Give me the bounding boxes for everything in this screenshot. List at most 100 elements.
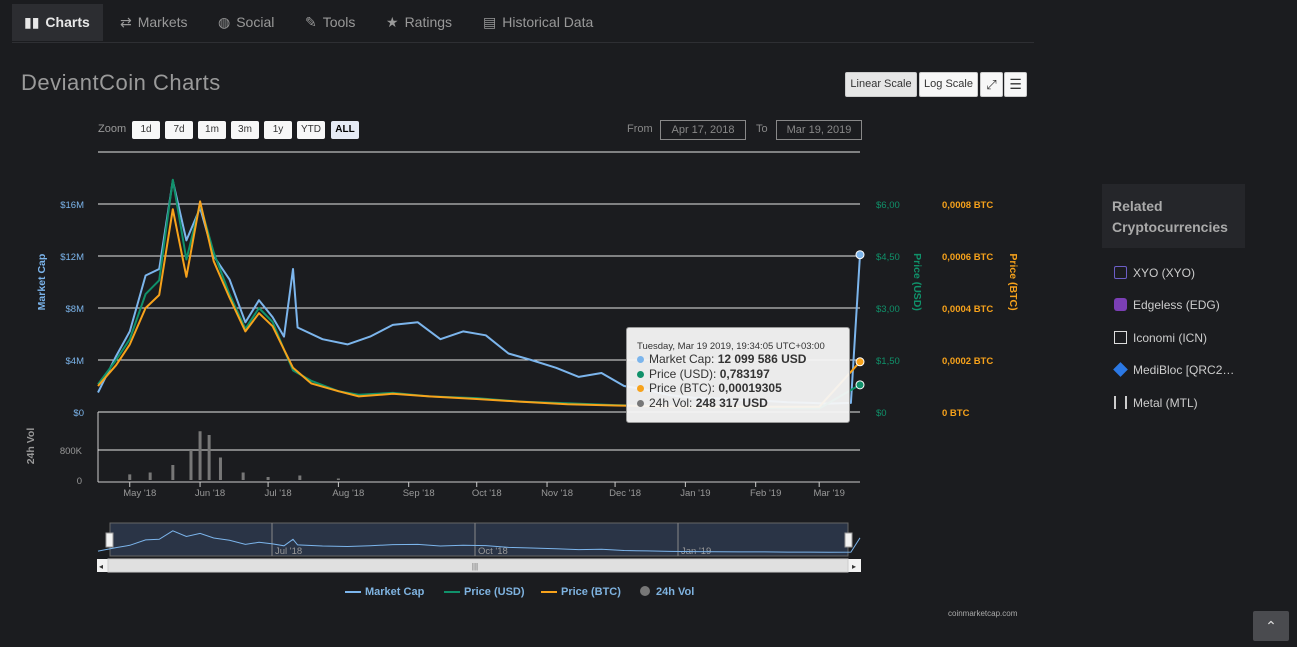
fullscreen-icon[interactable]: ⤢ [980,72,1003,97]
market-cap-tick-label: $16M [60,200,84,211]
price-btc-axis-title: Price (BTC) [1007,253,1019,310]
related-item-edgeless[interactable]: Edgeless (EDG) [1114,298,1220,312]
market-cap-tick-label: $0 [73,408,84,419]
linear-scale-button[interactable]: Linear Scale [845,72,917,97]
price-btc-tick-label: 0,0002 BTC [942,356,993,367]
dot-swatch-icon [640,586,650,596]
market-cap-dot-icon [637,356,644,363]
price-btc-dot-icon [637,385,644,392]
zoom-label: Zoom [98,123,127,135]
x-tick-label: Mar '19 [813,488,844,499]
related-item-medibloc[interactable]: MediBloc [QRC2… [1113,362,1234,377]
exchange-arrows-icon: ⇄ [120,14,132,30]
price-usd-tick-label: $3,00 [876,304,900,315]
series-line-price-btc- [97,200,861,408]
series-last-point [855,357,865,367]
tab-historical-data[interactable]: ▤ Historical Data [471,4,605,41]
price-usd-dot-icon [637,370,644,378]
tooltip-row-price-btc: Price (BTC): 0,00019305 [637,381,849,396]
wrench-icon: ✎ [305,14,317,30]
range-from-label: From [627,123,653,135]
x-tick-label: Jun '18 [195,488,225,499]
navigator-label: Oct '18 [478,546,508,557]
volume-bar [198,431,202,480]
x-tick-label: Nov '18 [541,488,573,499]
volume-bar [298,475,302,480]
x-tick-label: Dec '18 [609,488,641,499]
log-scale-button[interactable]: Log Scale [919,72,978,97]
x-tick-label: Jan '19 [680,488,710,499]
volume-tick-label: 800K [60,446,83,457]
line-swatch-icon [444,591,460,594]
tab-tools[interactable]: ✎ Tools [293,4,367,41]
xyo-coin-icon [1114,266,1127,279]
chart-credit-link[interactable]: coinmarketcap.com [948,609,1018,618]
related-item-iconomi[interactable]: Iconomi (ICN) [1114,331,1207,345]
price-btc-tick-label: 0,0004 BTC [942,304,993,315]
tooltip-row-price-usd: Price (USD): 0,783197 [637,367,849,382]
navigator-series-line [97,530,861,553]
scroll-right-icon: ▸ [852,562,856,571]
metal-coin-icon [1114,396,1127,409]
market-cap-tick-label: $4M [66,356,85,367]
zoom-ytd-button[interactable]: YTD [297,121,325,139]
series-last-point [855,380,865,390]
tab-ratings[interactable]: ★ Ratings [374,4,464,41]
market-cap-axis-title: Market Cap [36,254,48,311]
zoom-all-button[interactable]: ALL [331,121,359,139]
tab-social[interactable]: ◍ Social [206,4,286,41]
table-icon: ▤ [483,14,497,30]
zoom-1d-button[interactable]: 1d [132,121,160,139]
volume-bar [266,477,270,480]
x-tick-label: Feb '19 [750,488,781,499]
legend-24h-vol[interactable]: 24h Vol [640,586,694,598]
related-item-metal[interactable]: Metal (MTL) [1114,396,1198,410]
price-usd-tick-label: $4,50 [876,252,900,263]
volume-dot-icon [637,399,644,407]
navigator-label: Jul '18 [275,546,302,557]
scroll-to-top-button[interactable]: ⌃ [1253,611,1289,641]
range-to-label: To [756,123,768,135]
legend-market-cap[interactable]: Market Cap [345,586,424,598]
related-panel: Related Cryptocurrencies [1102,184,1245,248]
tooltip-row-market-cap: Market Cap: 12 099 586 USD [637,352,849,367]
tooltip-header: Tuesday, Mar 19 2019, 19:34:05 UTC+03:00 [637,341,825,352]
related-item-xyo[interactable]: XYO (XYO) [1114,266,1195,280]
volume-bar [241,472,245,480]
navigator-left-handle [105,532,114,548]
iconomi-coin-icon [1114,331,1127,344]
zoom-7d-button[interactable]: 7d [165,121,193,139]
zoom-1y-button[interactable]: 1y [264,121,292,139]
x-tick-label: Jul '18 [265,488,292,499]
line-swatch-icon [345,591,361,594]
legend-price-usd[interactable]: Price (USD) [444,586,525,598]
bar-chart-icon: ▮▮ [24,14,40,30]
legend-price-btc[interactable]: Price (BTC) [541,586,621,598]
price-btc-tick-label: 0 BTC [942,408,970,419]
tab-markets[interactable]: ⇄ Markets [108,4,200,41]
navigator-scrollbar-thumb [107,558,849,573]
zoom-1m-button[interactable]: 1m [198,121,226,139]
range-to-input[interactable]: Mar 19, 2019 [776,120,862,140]
tab-charts[interactable]: ▮▮ Charts [12,4,103,41]
volume-axis-title: 24h Vol [25,428,37,465]
price-usd-tick-label: $1,50 [876,356,900,367]
zoom-3m-button[interactable]: 3m [231,121,259,139]
x-tick-label: May '18 [123,488,156,499]
menu-icon[interactable]: ☰ [1004,72,1027,97]
x-tick-label: Aug '18 [332,488,364,499]
scroll-left-icon: ◂ [99,562,103,571]
range-from-input[interactable]: Apr 17, 2018 [660,120,746,140]
globe-icon: ◍ [218,14,231,30]
chart-tooltip: Tuesday, Mar 19 2019, 19:34:05 UTC+03:00… [626,327,850,423]
scrollbar-grip-icon: ||| [472,562,478,571]
volume-bar [218,457,222,480]
price-btc-tick-label: 0,0008 BTC [942,200,993,211]
medibloc-coin-icon [1113,362,1128,377]
market-cap-tick-label: $12M [60,252,84,263]
volume-bar [207,435,211,480]
tab-bar: ▮▮ Charts ⇄ Markets ◍ Social ✎ Tools ★ Rating… [12,2,1034,43]
navigator-right-handle [844,532,853,548]
market-cap-tick-label: $8M [66,304,85,315]
